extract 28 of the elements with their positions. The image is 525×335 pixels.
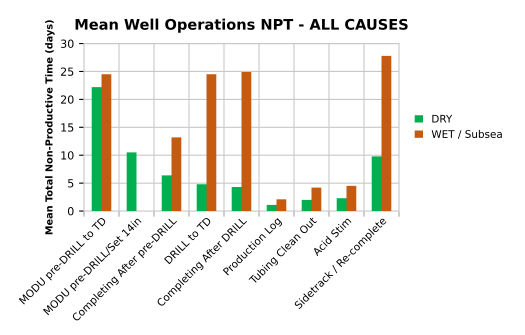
y-tick-label: 0 <box>68 207 74 216</box>
bar <box>232 187 242 212</box>
bar <box>162 175 172 212</box>
legend-label: WET / Subsea <box>432 130 502 139</box>
bar <box>92 87 102 212</box>
y-tick-label: 25 <box>60 67 74 76</box>
bar <box>196 184 206 212</box>
bar <box>126 152 136 212</box>
bar <box>242 72 252 212</box>
bar <box>276 199 286 212</box>
y-tick-label: 5 <box>68 179 74 188</box>
bar <box>312 188 322 212</box>
bar <box>172 137 182 212</box>
y-tick-label: 20 <box>60 95 74 104</box>
chart-title: Mean Well Operations NPT - ALL CAUSES <box>76 18 408 33</box>
y-axis-title: Mean Total Non-Productive Time (days) <box>45 20 55 234</box>
bar <box>372 156 382 212</box>
y-tick-label: 30 <box>60 40 74 48</box>
bar <box>336 198 346 212</box>
bar <box>102 74 112 212</box>
bar <box>382 56 392 212</box>
bar <box>302 200 312 212</box>
y-tick-label: 15 <box>61 123 74 132</box>
y-tick-label: 10 <box>61 151 74 160</box>
legend-label: DRY <box>432 114 452 123</box>
bar <box>346 186 356 212</box>
bar <box>266 204 276 212</box>
bar <box>206 74 216 212</box>
